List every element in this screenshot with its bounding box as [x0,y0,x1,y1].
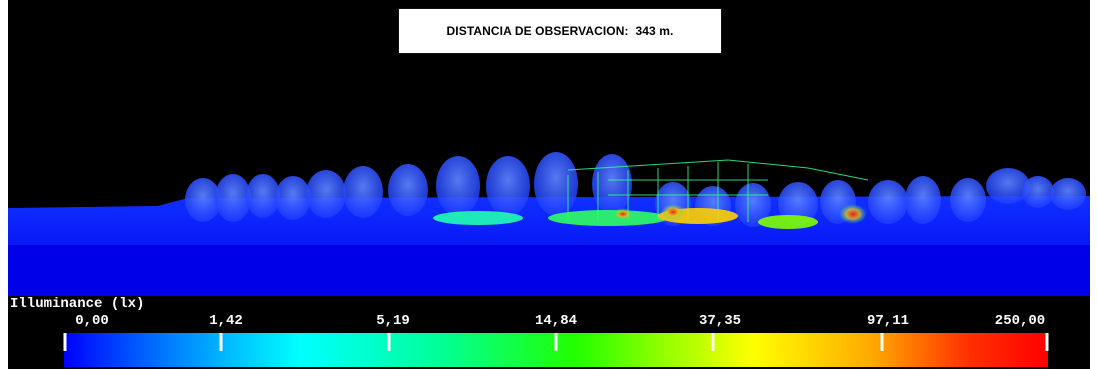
scale-tick-2 [387,333,391,351]
legend-title: Illuminance (lx) [10,296,145,312]
tick-label-2: 5,19 [376,313,410,329]
tick-label-5: 97,11 [866,313,910,329]
illuminance-scene [8,152,1090,297]
substation-wireframe [567,159,869,222]
tree-row [185,152,1086,227]
scale-tick-3 [554,333,558,351]
tick-label-3: 14,84 [534,313,578,329]
illuminance-legend: Illuminance (lx) 0,00 1,42 5,19 14,84 37… [8,296,1090,369]
scale-tick-4 [711,333,715,351]
tick-label-0: 0,00 [75,313,109,329]
scale-tick-0 [63,333,67,351]
tick-label-6: 250,00 [994,313,1046,329]
rendering-frame: DISTANCIA DE OBSERVACION: 343 m. Illumin… [8,0,1090,369]
scale-tick-6 [1045,333,1049,351]
observation-value: 343 m. [635,24,674,38]
tick-label-1: 1,42 [209,313,243,329]
observation-distance-box: DISTANCIA DE OBSERVACION: 343 m. [398,8,722,54]
scale-tick-1 [219,333,223,351]
scale-tick-5 [880,333,884,351]
ground-far [8,245,1090,297]
observation-label: DISTANCIA DE OBSERVACION: [446,24,629,38]
tick-label-4: 37,35 [698,313,742,329]
lit-ground [433,204,867,229]
